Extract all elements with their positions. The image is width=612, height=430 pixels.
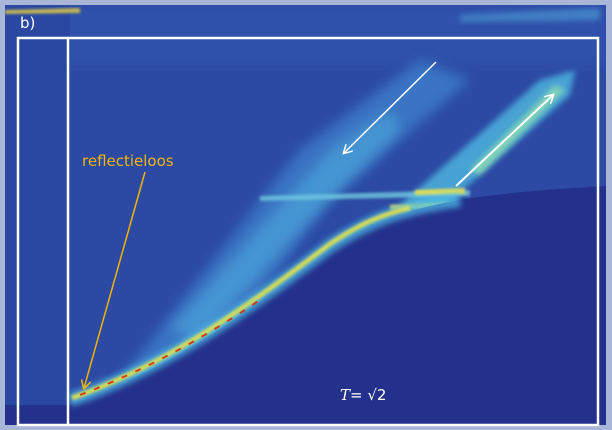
formula-rest: = √2 bbox=[350, 386, 386, 404]
figure: b) reflectieloos T= √2 bbox=[0, 0, 612, 430]
annotation: reflectieloos bbox=[82, 152, 174, 170]
measurement-image bbox=[5, 5, 606, 425]
formula: T= √2 bbox=[340, 386, 386, 404]
panel-label: b) bbox=[20, 14, 35, 32]
page: b) reflectieloos T= √2 (() => { const da… bbox=[0, 0, 612, 430]
